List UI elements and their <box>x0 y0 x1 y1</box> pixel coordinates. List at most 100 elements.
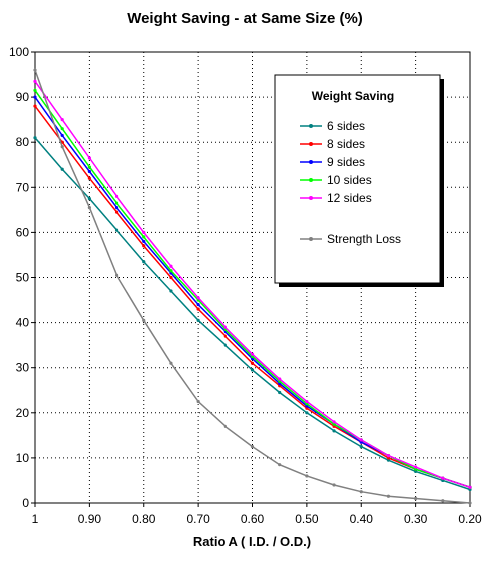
data-point <box>196 302 200 307</box>
data-point <box>196 296 200 300</box>
data-point <box>87 176 91 180</box>
legend-title: Weight Saving <box>312 89 394 103</box>
data-point <box>87 169 91 174</box>
data-point <box>223 325 227 329</box>
data-point <box>87 196 91 201</box>
data-point <box>250 352 255 356</box>
x-tick-label: 0.80 <box>132 512 156 526</box>
data-point <box>386 454 391 458</box>
data-point <box>60 145 64 149</box>
data-point <box>332 422 336 426</box>
data-point <box>332 424 336 428</box>
data-point <box>332 483 336 487</box>
y-tick-label: 90 <box>16 90 30 104</box>
legend-label: 6 sides <box>327 119 365 133</box>
data-point <box>33 95 37 99</box>
y-tick-label: 20 <box>16 406 30 420</box>
data-point <box>114 201 119 205</box>
data-point <box>142 239 146 244</box>
grid <box>35 52 470 503</box>
data-point <box>414 469 418 474</box>
data-point <box>278 377 282 381</box>
data-point <box>468 487 472 492</box>
data-point <box>114 194 119 198</box>
data-point <box>169 269 173 273</box>
data-point <box>305 406 309 410</box>
data-point <box>441 499 445 503</box>
data-point <box>359 440 363 444</box>
legend-marker <box>309 196 313 200</box>
x-tick-label: 0.30 <box>404 512 428 526</box>
data-point <box>142 260 146 264</box>
data-point <box>196 307 200 311</box>
y-tick-label: 30 <box>16 361 30 375</box>
data-point <box>359 445 363 449</box>
x-tick-label: 0.90 <box>78 512 102 526</box>
legend: Weight Saving 6 sides 8 sides 9 sides 10 si… <box>274 74 444 287</box>
data-point <box>223 343 227 347</box>
data-point <box>305 474 309 478</box>
data-point <box>468 485 472 489</box>
data-point <box>169 275 173 280</box>
data-point <box>114 210 119 214</box>
legend-marker <box>309 178 313 182</box>
legend-marker <box>309 142 313 146</box>
data-point <box>414 467 418 471</box>
data-point <box>33 104 37 108</box>
data-point <box>305 411 309 415</box>
data-point <box>332 429 336 433</box>
x-tick-label: 0.60 <box>241 512 265 526</box>
legend-marker <box>309 160 313 164</box>
data-point <box>223 334 227 338</box>
data-point <box>87 165 91 169</box>
data-point <box>33 136 37 140</box>
legend-label: 12 sides <box>327 191 372 205</box>
y-tick-label: 70 <box>16 180 30 194</box>
x-axis-label: Ratio A ( I.D. / O.D.) <box>193 534 311 549</box>
data-point <box>114 205 119 210</box>
data-point <box>142 318 146 322</box>
data-point <box>33 88 37 92</box>
data-point <box>468 501 472 505</box>
data-point <box>142 244 146 248</box>
data-point <box>60 127 64 131</box>
data-point <box>142 230 146 234</box>
data-point <box>250 368 255 372</box>
y-tick-label: 10 <box>16 451 30 465</box>
chart-title: Weight Saving - at Same Size (%) <box>127 10 363 27</box>
data-point <box>33 68 37 72</box>
x-tick-label: 0.70 <box>186 512 210 526</box>
legend-marker <box>309 237 313 241</box>
y-tick-label: 40 <box>16 316 30 330</box>
x-tick-label: 0.40 <box>350 512 374 526</box>
legend-label: 9 sides <box>327 155 365 169</box>
data-point <box>169 361 173 365</box>
y-tick-label: 0 <box>22 496 29 510</box>
data-point <box>223 424 227 428</box>
data-point <box>60 118 64 122</box>
x-tick-label: 0.50 <box>295 512 319 526</box>
data-point <box>386 494 391 498</box>
data-point <box>359 490 363 494</box>
data-point <box>278 390 282 395</box>
data-point <box>87 156 91 160</box>
data-point <box>60 133 64 138</box>
legend-marker <box>309 124 313 128</box>
series-lines <box>33 68 472 505</box>
data-point <box>169 264 173 268</box>
legend-box <box>274 74 441 284</box>
data-point <box>386 458 391 462</box>
legend-label: 8 sides <box>327 137 365 151</box>
data-point <box>414 465 418 469</box>
y-tick-label: 80 <box>16 135 30 149</box>
legend-label: 10 sides <box>327 173 372 187</box>
data-point <box>114 228 119 232</box>
data-point <box>305 399 309 404</box>
data-point <box>33 79 37 83</box>
data-point <box>250 445 255 449</box>
data-point <box>359 438 363 442</box>
legend-label: Strength Loss <box>327 232 401 246</box>
data-point <box>142 235 146 239</box>
